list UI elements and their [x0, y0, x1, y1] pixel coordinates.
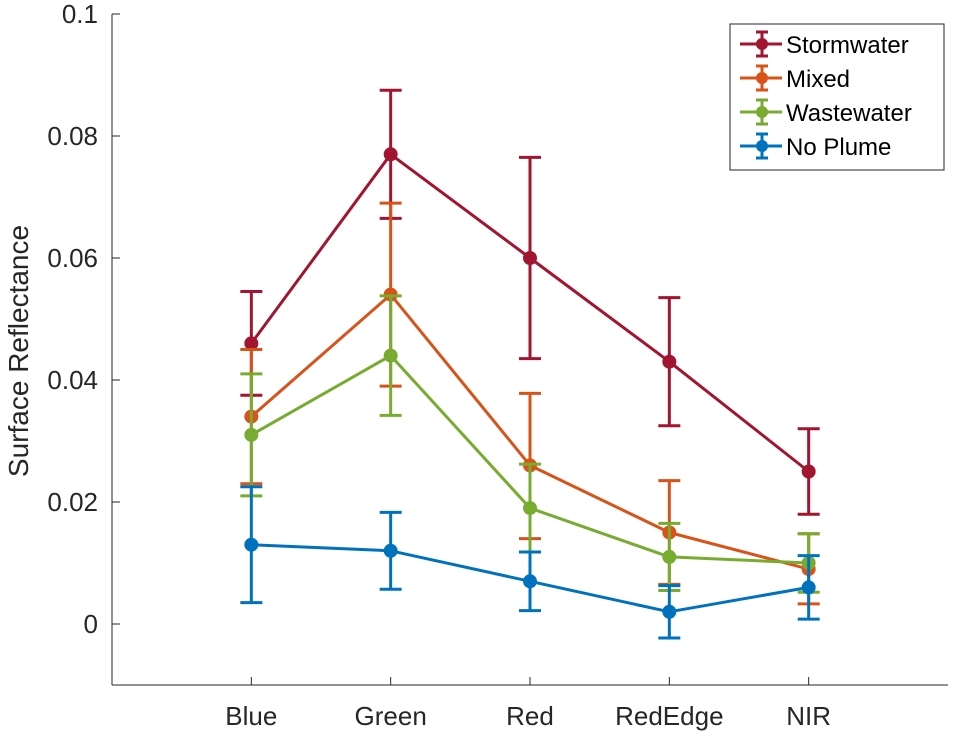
data-point	[662, 604, 677, 619]
data-point	[801, 464, 816, 479]
legend-label: Wastewater	[786, 100, 912, 127]
legend-marker	[756, 38, 768, 50]
x-tick-label: NIR	[786, 701, 831, 731]
x-axis: Blue Green Red RedEdge NIR	[225, 677, 831, 731]
y-tick-label: 0.02	[47, 487, 98, 517]
legend-label: No Plume	[786, 134, 891, 161]
y-tick-label: 0.08	[47, 121, 98, 151]
x-tick-label: RedEdge	[615, 701, 723, 731]
y-axis-label: Surface Reflectance	[3, 225, 34, 477]
y-tick-label: 0	[84, 609, 98, 639]
data-point	[523, 574, 537, 589]
legend-label: Stormwater	[786, 32, 909, 59]
series-no-plume	[240, 485, 820, 640]
y-tick-label: 0.04	[47, 365, 98, 395]
data-point	[383, 348, 398, 363]
x-tick-label: Green	[355, 701, 427, 731]
data-point	[801, 580, 816, 595]
legend: Stormwater Mixed Wastewater No Plume	[729, 23, 945, 171]
data-point	[523, 251, 537, 265]
x-tick-label: Red	[506, 701, 554, 731]
series-wastewater	[240, 294, 820, 594]
x-tick-label: Blue	[225, 701, 277, 731]
data-point	[662, 549, 677, 564]
data-point	[244, 537, 259, 552]
y-axis: 0 0.02 0.04 0.06 0.08 0.1	[47, 0, 120, 639]
data-point	[523, 501, 537, 516]
data-point	[244, 336, 259, 351]
legend-marker	[756, 140, 768, 152]
y-tick-label: 0.1	[62, 0, 98, 29]
data-point	[383, 543, 398, 558]
data-point	[383, 147, 398, 162]
data-point	[244, 427, 259, 442]
legend-marker	[756, 72, 768, 84]
legend-marker	[756, 106, 768, 118]
legend-label: Mixed	[786, 66, 850, 93]
data-point	[662, 354, 677, 369]
series-layer	[240, 88, 820, 640]
y-tick-label: 0.06	[47, 243, 98, 273]
series-stormwater	[240, 88, 820, 516]
